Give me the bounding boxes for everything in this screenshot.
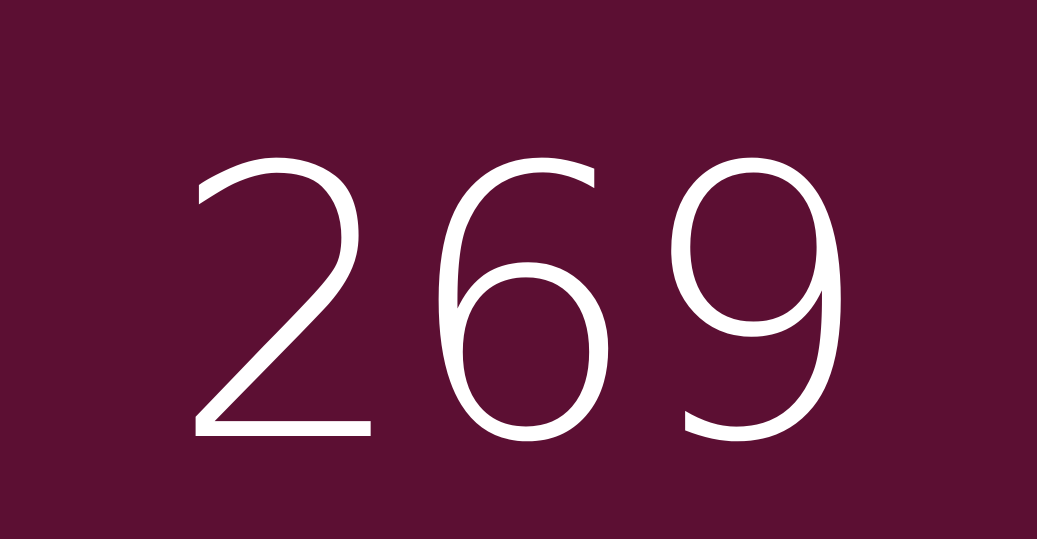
big-number: 269 [169,89,874,525]
